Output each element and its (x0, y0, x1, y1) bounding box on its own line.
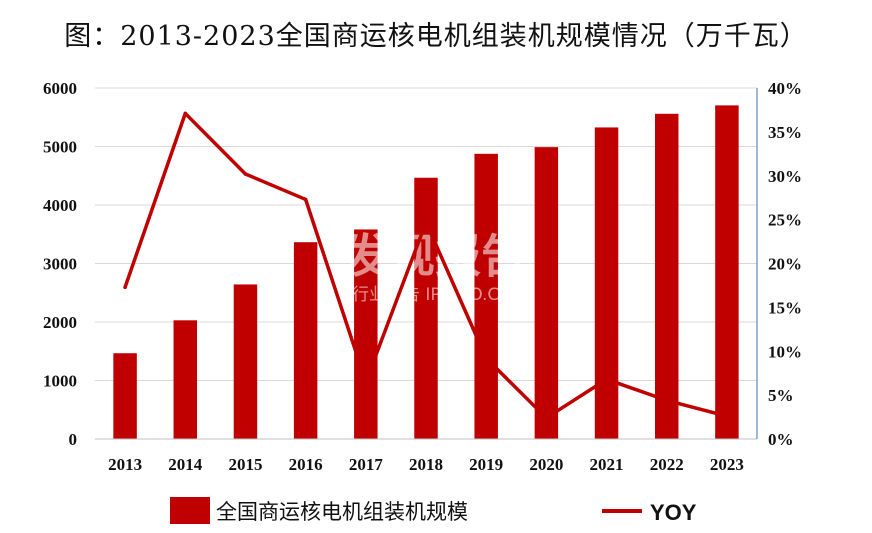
watermark-sub: 行业报告 IPOIPO.CN (352, 285, 512, 305)
watermark-main: 发现报告 (343, 229, 527, 283)
bar (474, 153, 498, 439)
yoy-point (364, 380, 368, 384)
x-tick-label: 2013 (108, 455, 142, 474)
y-left-tick-label: 0 (69, 430, 78, 449)
legend-line-label: YOY (650, 500, 697, 525)
y-right-tick-label: 30% (768, 167, 802, 186)
legend: 全国商运核电机组装机规模 YOY (170, 497, 697, 525)
yoy-point (544, 416, 549, 420)
x-tick-label: 2015 (228, 455, 262, 474)
legend-bar-swatch (170, 497, 210, 524)
y-right-tick-label: 25% (768, 211, 802, 230)
yoy-point (484, 356, 488, 361)
x-tick-label: 2022 (650, 455, 684, 474)
y-right-tick-label: 10% (768, 342, 802, 361)
legend-bar-label: 全国商运核电机组装机规模 (216, 500, 468, 524)
chart-title: 图：2013-2023全国商运核电机组装机规模情况（万千瓦） (64, 21, 808, 52)
line-series (123, 111, 729, 420)
bar (534, 147, 559, 439)
y-left-tick-label: 3000 (43, 255, 77, 274)
yoy-point (725, 414, 729, 418)
bar (173, 320, 198, 439)
yoy-point (664, 398, 669, 403)
y-left-tick-label: 6000 (43, 79, 77, 98)
x-tick-label: 2020 (529, 455, 563, 474)
x-tick-label: 2021 (590, 455, 624, 474)
x-tick-label: 2023 (710, 455, 744, 474)
bar (654, 113, 679, 440)
y-left-tick-label: 2000 (43, 313, 77, 332)
bar (293, 242, 318, 439)
y-right-tick-label: 40% (768, 79, 802, 98)
yoy-point (243, 172, 248, 176)
yoy-point (123, 285, 127, 289)
y-right-tick-label: 35% (768, 123, 802, 142)
watermark: 发现报告 行业报告 IPOIPO.CN (343, 229, 527, 305)
y-right-tick-label: 20% (768, 255, 802, 274)
y-left-tick-label: 1000 (43, 372, 77, 391)
y-left-tick-label: 4000 (43, 196, 77, 215)
y-left-tick-label: 5000 (43, 138, 77, 157)
yoy-point (183, 111, 188, 116)
yoy-point (303, 197, 308, 202)
y-right-tick-label: 15% (768, 298, 802, 317)
yoy-point (604, 377, 609, 382)
x-tick-label: 2016 (289, 455, 323, 474)
x-tick-label: 2014 (168, 455, 203, 474)
x-tick-label: 2019 (469, 455, 503, 474)
y-right-tick-label: 5% (768, 386, 794, 405)
bar (354, 229, 378, 439)
bar (233, 284, 258, 439)
y-right-tick-label: 0% (768, 430, 794, 449)
axes: 0 1000 2000 3000 4000 5000 6000 0% 5% 10% 15% 20% 25… (43, 79, 802, 474)
bar-series (113, 105, 739, 440)
yoy-point (424, 220, 428, 225)
bar (113, 353, 137, 439)
bar (414, 177, 438, 439)
x-tick-label: 2018 (409, 455, 443, 474)
x-tick-label: 2017 (349, 455, 384, 474)
bar (715, 105, 739, 439)
bar (594, 127, 619, 439)
